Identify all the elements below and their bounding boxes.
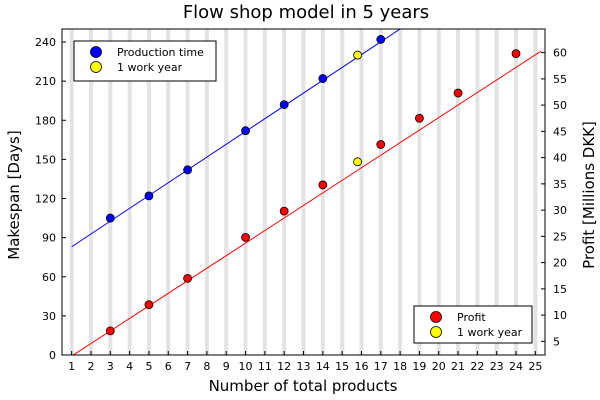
- y-right-tick-label: 5: [553, 335, 560, 348]
- y-right-tick-label: 10: [553, 309, 567, 322]
- x-tick-labels: 1 2 3 4 5 6 7 8 9 10 11 12 13 14 15 16 17 18 19 20 21 22 23 24 2…: [68, 360, 542, 373]
- data-point: [105, 326, 115, 336]
- y-left-tick-label: 150: [35, 153, 56, 166]
- x-tick-label: 22: [470, 360, 484, 373]
- y-left-tick-label: 180: [35, 114, 56, 127]
- x-tick-label: 4: [126, 360, 133, 373]
- legends: Production time 1 work year Profit 1 work y…: [73, 40, 533, 344]
- data-point: [353, 157, 362, 167]
- x-tick-label: 12: [277, 360, 291, 373]
- fit-line: [71, 29, 401, 248]
- y-left-tick-label: 30: [42, 310, 56, 323]
- x-tick-label: 25: [528, 360, 542, 373]
- legend-marker: [90, 46, 102, 58]
- y-right-tick-label: 50: [553, 99, 567, 112]
- y-right-tick-label: 60: [553, 47, 567, 60]
- legend-marker: [430, 326, 442, 338]
- y-right-tick-label: 35: [553, 178, 567, 191]
- y-left-tick-label: 0: [49, 349, 56, 362]
- x-tick-label: 2: [87, 360, 94, 373]
- x-tick-label: 17: [374, 360, 388, 373]
- x-tick-label: 21: [451, 360, 465, 373]
- y-right-tick-label: 30: [553, 204, 567, 217]
- data-point: [415, 113, 424, 123]
- data-point: [376, 140, 386, 149]
- data-point: [453, 88, 463, 98]
- legend-marker: [90, 61, 102, 73]
- y-right-tick-label: 15: [553, 283, 567, 296]
- grid-lines: [69, 29, 538, 355]
- x-tick-label: 6: [165, 360, 172, 373]
- data-point: [318, 74, 328, 83]
- data-point: [105, 213, 115, 223]
- y-right-tick-label: 40: [553, 152, 567, 165]
- y-left-tick-label: 240: [35, 36, 56, 49]
- data-point: [353, 50, 362, 60]
- y-right-tick-label: 55: [553, 73, 567, 86]
- y-left-tick-labels: 0 30 60 90 120 150 180 210 240: [35, 36, 56, 362]
- y-right-tick-label: 20: [553, 257, 567, 270]
- legend-label: Profit: [457, 311, 486, 324]
- x-tick-label: 9: [223, 360, 230, 373]
- legend-marker: [430, 311, 442, 323]
- x-tick-label: 15: [335, 360, 349, 373]
- y-left-tick-label: 210: [35, 75, 56, 88]
- legend-label: Production time: [117, 46, 204, 59]
- y-right-tick-labels: 5 10 15 20 25 30 35 40 45 50 55 60: [553, 47, 567, 349]
- data-point: [183, 273, 192, 283]
- data-point: [318, 180, 328, 190]
- x-tick-label: 1: [68, 360, 75, 373]
- y-right-tick-label: 25: [553, 230, 567, 243]
- x-tick-label: 20: [432, 360, 446, 373]
- y-left-tick-label: 60: [42, 271, 56, 284]
- x-tick-label: 24: [509, 360, 523, 373]
- data-point: [183, 165, 192, 175]
- data-point: [511, 49, 521, 59]
- x-tick-label: 18: [393, 360, 407, 373]
- x-tick-label: 8: [203, 360, 210, 373]
- x-tick-label: 14: [316, 360, 330, 373]
- x-tick-label: 19: [412, 360, 426, 373]
- y-left-axis-label: Makespan [Days]: [5, 130, 23, 259]
- x-axis-label: Number of total products: [209, 377, 398, 395]
- x-tick-label: 23: [490, 360, 504, 373]
- data-point: [241, 126, 250, 136]
- y-right-tick-label: 45: [553, 125, 567, 138]
- y-right-axis-label: Profit [Millions DKK]: [580, 121, 598, 269]
- axes: [61, 28, 546, 356]
- data-points: [105, 35, 521, 336]
- legend-label: 1 work year: [457, 326, 523, 339]
- x-tick-label: 13: [297, 360, 311, 373]
- legend-label: 1 work year: [117, 61, 183, 74]
- y-left-tick-label: 120: [35, 193, 56, 206]
- data-point: [279, 206, 289, 216]
- x-tick-label: 5: [145, 360, 152, 373]
- x-tick-label: 10: [239, 360, 253, 373]
- y-left-tick-label: 90: [42, 232, 56, 245]
- data-point: [279, 100, 289, 110]
- data-point: [144, 191, 154, 201]
- x-tick-label: 7: [184, 360, 191, 373]
- x-tick-label: 11: [258, 360, 272, 373]
- data-point: [376, 35, 386, 44]
- data-point: [144, 300, 154, 310]
- x-tick-label: 3: [107, 360, 114, 373]
- x-tick-label: 16: [354, 360, 368, 373]
- chart-title: Flow shop model in 5 years: [183, 2, 429, 23]
- data-point: [241, 233, 250, 242]
